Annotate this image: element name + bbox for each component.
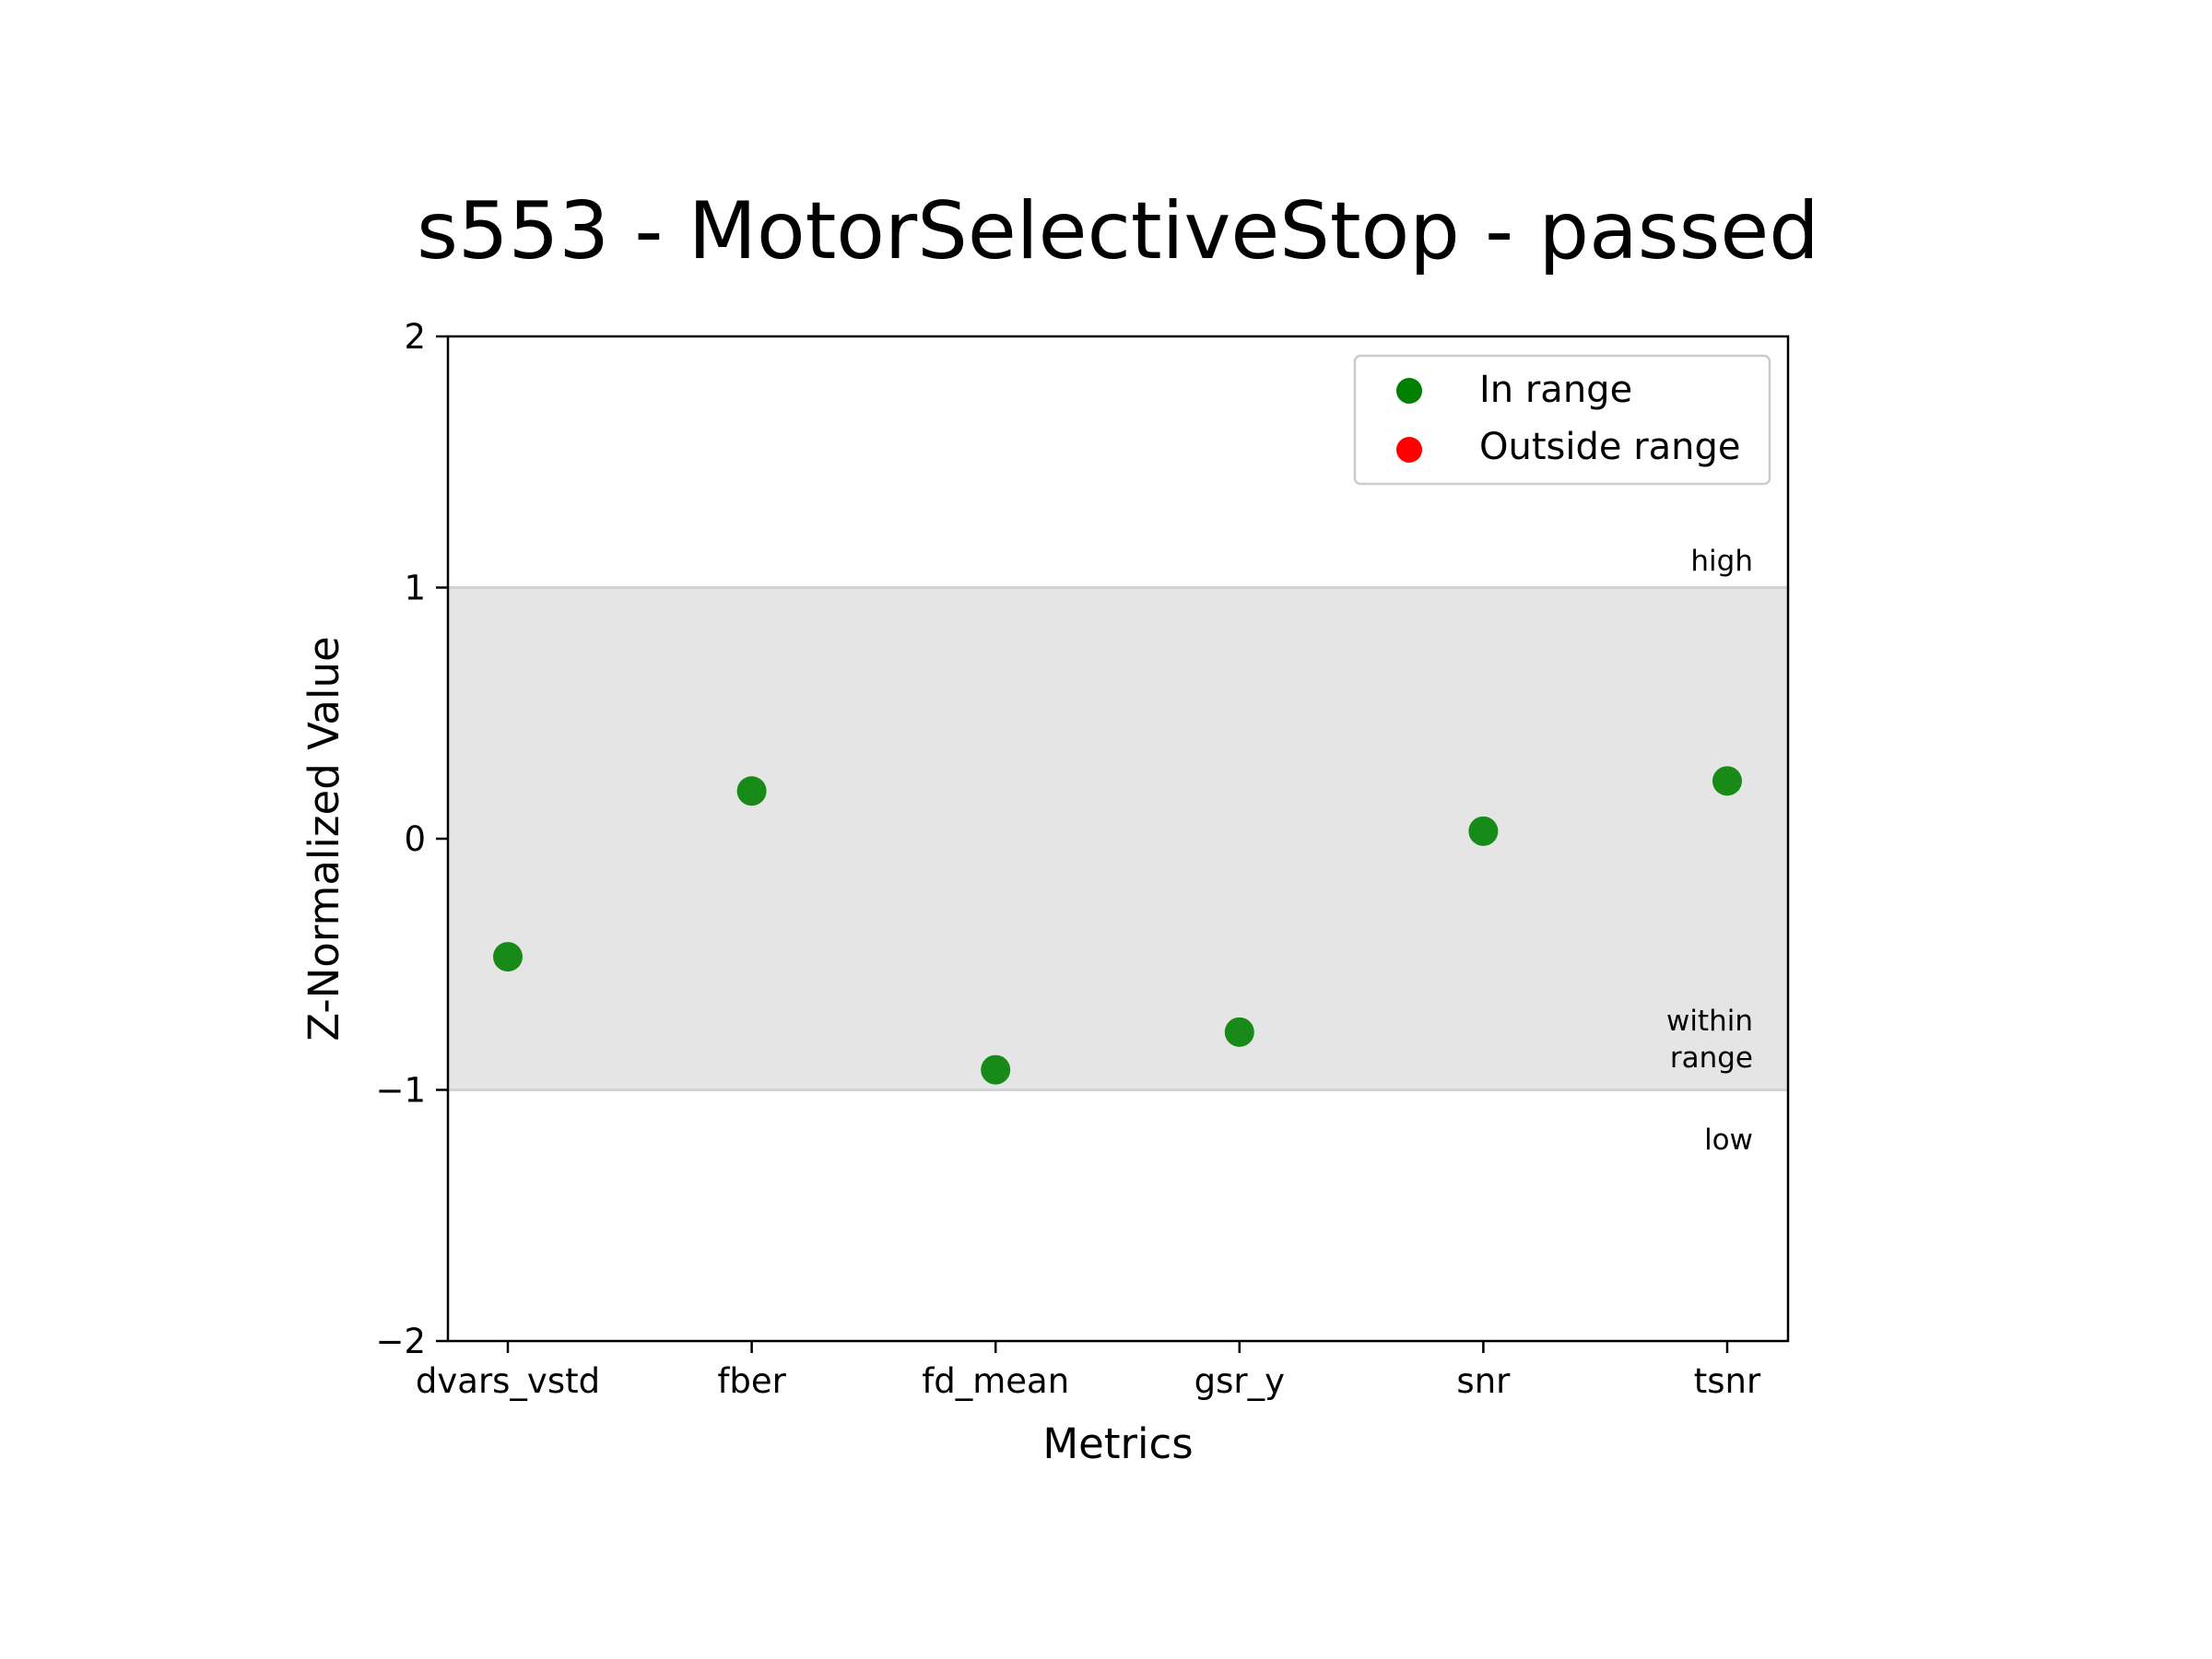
- legend: In range Outside range: [1353, 354, 1771, 486]
- y-tick-label: −2: [375, 1322, 426, 1361]
- band-label-within-line-1: within: [1666, 1005, 1753, 1038]
- x-tick-label: fber: [717, 1361, 786, 1401]
- y-tick-label: 0: [404, 819, 426, 859]
- y-tick-label: 2: [404, 317, 426, 357]
- data-point: [1224, 1017, 1254, 1047]
- y-axis-title: Z-Normalized Value: [300, 636, 348, 1041]
- band-label-high: high: [1690, 545, 1753, 578]
- x-tick-label: snr: [1456, 1361, 1511, 1401]
- x-tick-label: gsr_y: [1194, 1361, 1285, 1401]
- within-range-band: [448, 587, 1788, 1090]
- legend-marker-outside-range: [1396, 437, 1422, 463]
- legend-label-outside-range: Outside range: [1479, 426, 1741, 468]
- data-point: [1712, 766, 1742, 796]
- chart-title: s553 - MotorSelectiveStop - passed: [417, 185, 1819, 277]
- x-tick-label: tsnr: [1694, 1361, 1761, 1401]
- x-axis-title: Metrics: [1042, 1419, 1193, 1468]
- x-tick-label: fd_mean: [922, 1361, 1069, 1401]
- band-label-low: low: [1704, 1124, 1753, 1157]
- legend-label-in-range: In range: [1479, 369, 1632, 411]
- data-point: [1468, 816, 1499, 846]
- legend-marker-in-range: [1396, 378, 1422, 404]
- band-label-within-line-2: range: [1670, 1041, 1753, 1075]
- y-tick-label: 1: [404, 569, 426, 608]
- y-tick-label: −1: [375, 1071, 426, 1111]
- data-point: [736, 776, 767, 806]
- data-point: [493, 942, 523, 972]
- data-point: [981, 1054, 1011, 1085]
- x-tick-label: dvars_vstd: [416, 1361, 600, 1401]
- legend-box: [1353, 354, 1771, 486]
